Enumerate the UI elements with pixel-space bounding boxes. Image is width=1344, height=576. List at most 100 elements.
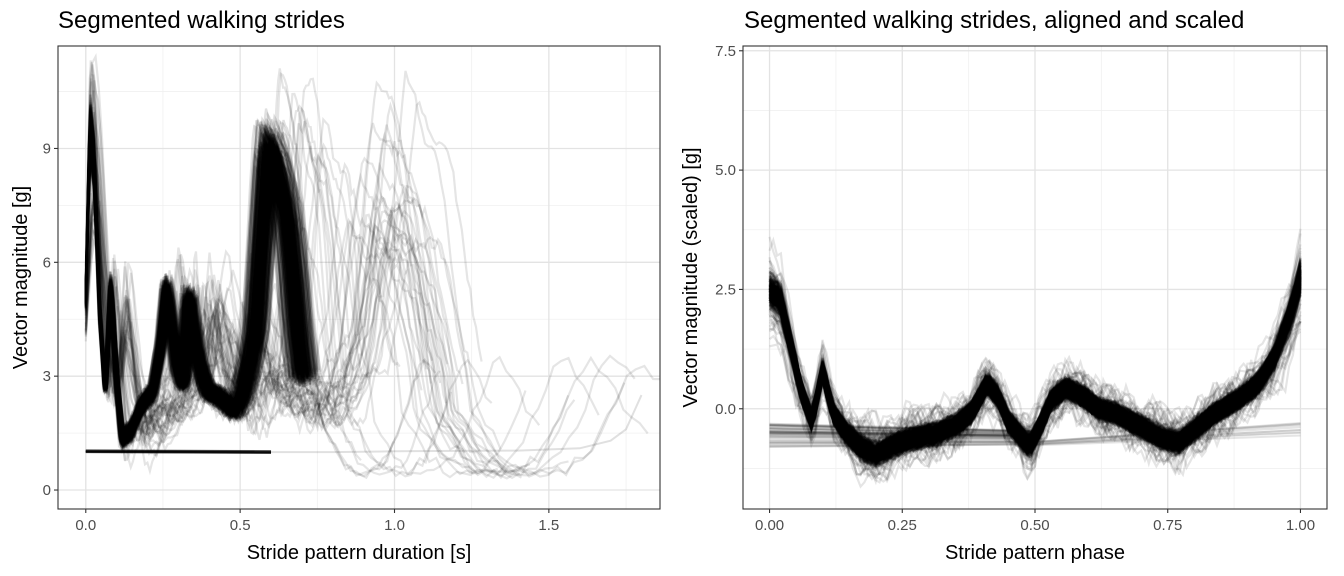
stride-line: [84, 133, 291, 441]
stride-line: [84, 125, 301, 450]
stride-line: [769, 269, 1302, 454]
stride-line: [768, 288, 1302, 461]
stride-line: [84, 126, 304, 441]
stride-line: [84, 128, 298, 438]
stride-line: [768, 279, 1302, 459]
stride-line: [84, 147, 309, 438]
stride-line: [84, 149, 304, 442]
stride-line: [768, 277, 1302, 465]
stride-line: [768, 271, 1302, 456]
chart-panel-1: Segmented walking strides 0.0 0.5 1.0 1.5 0 3…: [10, 7, 661, 564]
stride-line: [769, 275, 1302, 460]
stride-line: [768, 283, 1302, 462]
stride-line: [84, 142, 301, 444]
stride-line: [84, 159, 311, 441]
stride-line: [84, 116, 302, 438]
stride-line: [768, 294, 1302, 461]
stride-line: [84, 115, 304, 442]
stride-line: [768, 271, 1302, 455]
baseline-stride-line: [85, 449, 272, 453]
stride-line: [84, 106, 301, 439]
stride-line: [768, 271, 1302, 452]
stride-line: [84, 130, 305, 448]
stride-line: [768, 277, 1302, 455]
stride-line: [84, 159, 306, 436]
stride-line: [768, 277, 1302, 453]
stride-line: [84, 143, 305, 439]
stride-line: [84, 136, 308, 433]
stride-line: [768, 290, 1302, 464]
stride-line: [768, 270, 1302, 482]
flat-stride-line: [769, 431, 1036, 437]
stride-line: [768, 293, 1302, 454]
stride-line: [84, 135, 297, 439]
stride-line: [768, 278, 1302, 460]
stride-line: [84, 145, 316, 431]
stride-line: [84, 138, 315, 440]
stride-line: [84, 230, 474, 476]
stride-line: [84, 114, 301, 443]
stride-line: [769, 265, 1302, 459]
stride-line: [84, 137, 306, 434]
stride-line: [769, 265, 1302, 458]
stride-line: [84, 159, 306, 444]
stride-line: [768, 282, 1302, 466]
stride-line: [769, 258, 1302, 460]
stride-line: [84, 135, 305, 443]
stride-line: [84, 130, 309, 446]
stride-line: [768, 273, 1302, 456]
stride-line: [84, 132, 300, 437]
stride-line: [84, 126, 300, 447]
stride-line: [768, 270, 1302, 464]
stride-line: [768, 276, 1302, 453]
stride-line: [769, 264, 1302, 465]
stride-line: [84, 142, 298, 440]
flat-stride-line: [769, 435, 1036, 440]
stride-line: [768, 277, 1302, 466]
stride-line: [768, 276, 1302, 459]
stride-line: [769, 275, 1302, 463]
stride-line: [769, 295, 1302, 461]
stride-line: [84, 116, 298, 440]
flat-stride-line: [769, 442, 1036, 446]
stride-line: [84, 136, 306, 442]
stride-line: [768, 269, 1302, 477]
stride-line: [769, 286, 1302, 451]
stride-line: [84, 125, 301, 438]
stride-line: [769, 265, 1302, 457]
stride-line: [84, 128, 309, 444]
stride-line: [768, 283, 1302, 462]
stride-line: [84, 107, 290, 451]
stride-line: [768, 294, 1302, 456]
stride-line: [769, 260, 1302, 457]
stride-line: [769, 289, 1302, 460]
stride-line: [768, 270, 1302, 468]
stride-line: [84, 122, 309, 436]
stride-line: [84, 108, 299, 443]
stride-line: [84, 192, 531, 480]
stride-line: [84, 142, 305, 435]
stride-line: [84, 129, 318, 449]
stride-line: [84, 104, 291, 447]
stride-line: [84, 135, 308, 441]
stride-line: [768, 280, 1302, 463]
stride-line: [84, 133, 310, 445]
stride-line: [84, 193, 332, 432]
stride-line: [84, 145, 304, 438]
stride-line: [84, 147, 294, 441]
stride-line: [768, 281, 1302, 478]
stride-line: [769, 288, 1302, 464]
stride-line: [84, 134, 354, 442]
stride-line: [768, 277, 1302, 452]
stride-line: [84, 134, 306, 446]
stride-line: [768, 291, 1302, 462]
stride-line: [84, 135, 302, 445]
stride-line: [768, 277, 1302, 468]
stride-line: [84, 74, 432, 476]
flat-stride-line: [1034, 429, 1301, 445]
stride-line: [84, 132, 310, 441]
stride-line: [768, 286, 1302, 451]
stride-line: [768, 272, 1302, 456]
stride-line: [768, 304, 1302, 463]
